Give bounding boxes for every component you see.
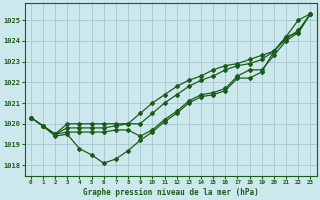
X-axis label: Graphe pression niveau de la mer (hPa): Graphe pression niveau de la mer (hPa) xyxy=(83,188,259,197)
